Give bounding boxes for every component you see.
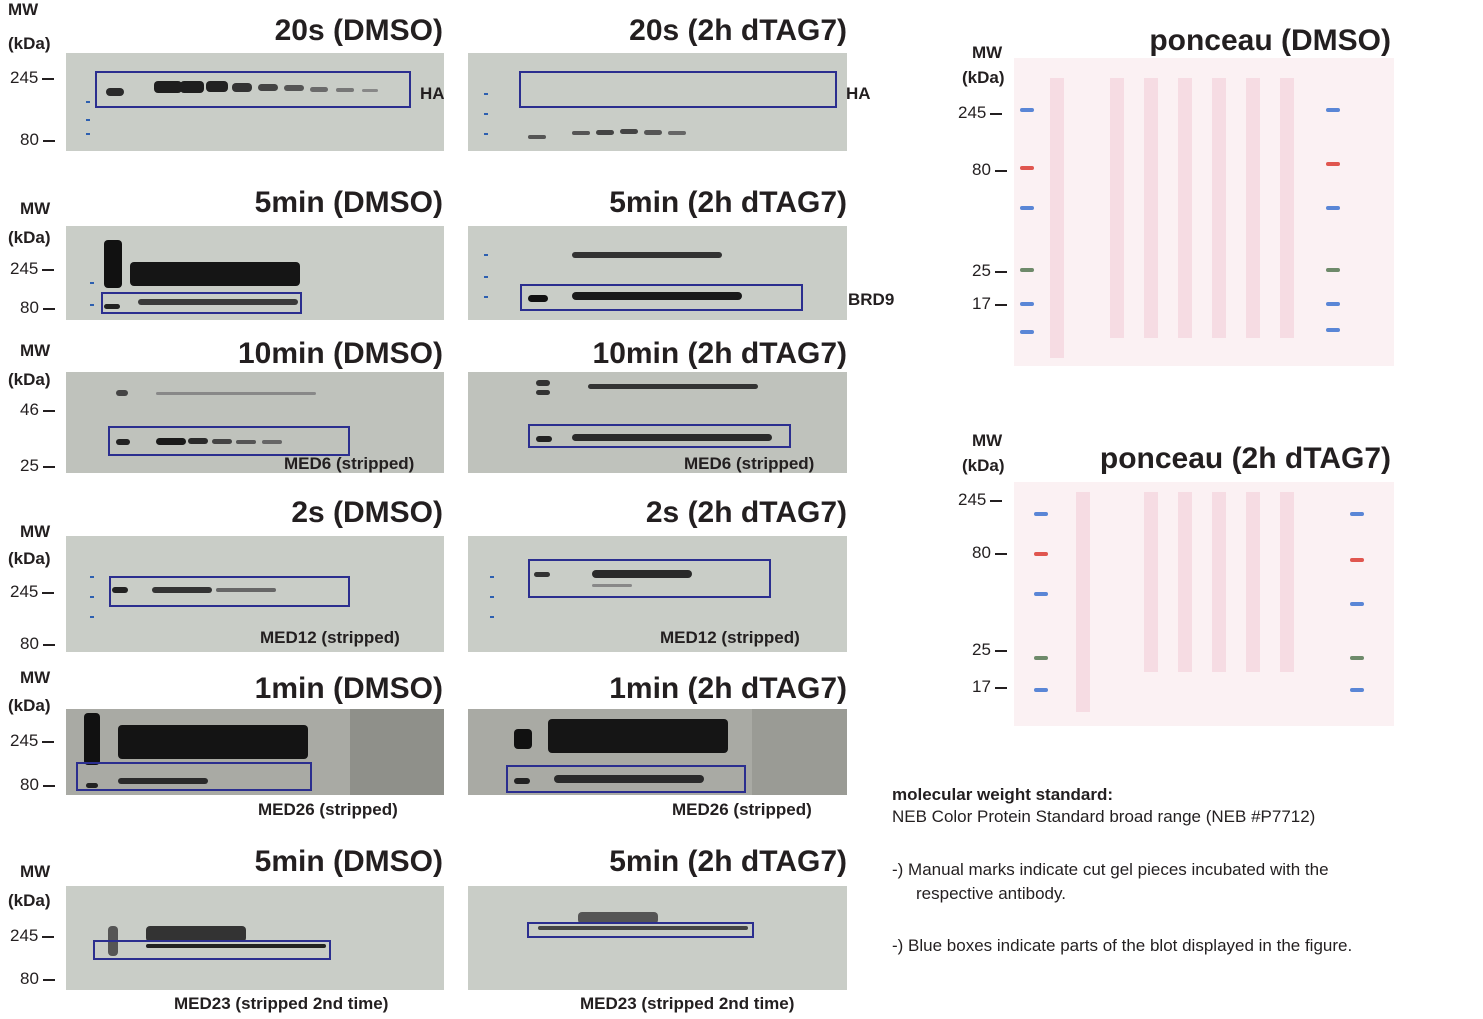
- mw-tick-25: 25: [972, 640, 1007, 660]
- mw-label: MW: [20, 862, 51, 881]
- mw-tick-25: 25: [972, 261, 1007, 281]
- mw-unit-label: (kDa): [8, 696, 51, 715]
- crop-box: [528, 559, 771, 598]
- western-blot-image: [468, 372, 847, 473]
- mw-tick-17: 17: [972, 294, 1007, 314]
- notes-standard: NEB Color Protein Standard broad range (…: [892, 807, 1316, 826]
- antibody-label-left: MED23 (stripped 2nd time): [174, 994, 389, 1013]
- mw-tick-245: 245: [10, 731, 54, 751]
- mw-unit-label: (kDa): [8, 34, 51, 53]
- western-blot-image: [468, 53, 847, 151]
- mw-tick-245: 245: [10, 259, 54, 279]
- mw-tick-245: 245: [10, 582, 54, 602]
- crop-box: [101, 292, 302, 314]
- mw-label: MW: [20, 668, 51, 687]
- mw-tick-25: 25: [20, 456, 55, 476]
- western-blot-image: [66, 536, 444, 652]
- mw-tick-80: 80: [20, 775, 55, 795]
- blot-title-left: 20s (DMSO): [274, 14, 443, 47]
- notes-manual-marks: -) Manual marks indicate cut gel pieces …: [892, 860, 1329, 879]
- mw-tick-80: 80: [972, 160, 1007, 180]
- blot-title-left: 2s (DMSO): [291, 496, 443, 529]
- mw-tick-80: 80: [20, 634, 55, 654]
- blot-title-right: 5min (2h dTAG7): [609, 186, 847, 219]
- ponceau-stain-image: [1014, 482, 1394, 726]
- notes-manual-marks-cont: respective antibody.: [916, 884, 1066, 903]
- blot-title-left: 5min (DMSO): [254, 186, 443, 219]
- mw-unit-label: (kDa): [962, 456, 1005, 475]
- blot-title-right: 20s (2h dTAG7): [629, 14, 847, 47]
- antibody-label-right: MED12 (stripped): [660, 628, 800, 647]
- blot-title-left: 5min (DMSO): [254, 845, 443, 878]
- antibody-label-left: HA: [420, 84, 445, 103]
- crop-box: [109, 576, 350, 607]
- antibody-label-left: MED26 (stripped): [258, 800, 398, 819]
- crop-box: [520, 284, 803, 311]
- mw-unit-label: (kDa): [8, 228, 51, 247]
- western-blot-image: [66, 226, 444, 320]
- ponceau-stain-image: [1014, 58, 1394, 366]
- antibody-label-right: MED6 (stripped): [684, 454, 815, 473]
- western-blot-image: [66, 372, 444, 473]
- mw-tick-245: 245: [958, 490, 1002, 510]
- mw-label: MW: [972, 431, 1003, 450]
- antibody-label-right: MED26 (stripped): [672, 800, 812, 819]
- ponceau-title: ponceau (2h dTAG7): [1099, 442, 1391, 475]
- western-blot-image: [66, 709, 444, 795]
- mw-tick-245: 245: [10, 68, 54, 88]
- mw-tick-80: 80: [972, 543, 1007, 563]
- mw-unit-label: (kDa): [8, 549, 51, 568]
- crop-box: [76, 762, 312, 791]
- mw-tick-80: 80: [20, 969, 55, 989]
- antibody-label-left: MED12 (stripped): [260, 628, 400, 647]
- crop-box: [528, 424, 791, 448]
- ponceau-title: ponceau (DMSO): [1149, 24, 1391, 57]
- mw-tick-245: 245: [10, 926, 54, 946]
- antibody-label-right: BRD9: [848, 290, 895, 309]
- blot-title-right: 2s (2h dTAG7): [645, 496, 847, 529]
- mw-tick-46: 46: [20, 400, 55, 420]
- blot-title-right: 10min (2h dTAG7): [592, 337, 847, 370]
- western-blot-image: [66, 886, 444, 990]
- mw-label: MW: [20, 522, 51, 541]
- antibody-label-right: MED23 (stripped 2nd time): [580, 994, 795, 1013]
- mw-unit-label: (kDa): [8, 891, 51, 910]
- crop-box: [93, 940, 331, 960]
- crop-box: [95, 71, 411, 108]
- western-blot-image: [66, 53, 444, 151]
- blot-title-right: 1min (2h dTAG7): [609, 672, 847, 705]
- mw-unit-label: (kDa): [8, 370, 51, 389]
- notes-heading: molecular weight standard:: [892, 785, 1114, 804]
- western-blot-image: [468, 226, 847, 320]
- crop-box: [108, 426, 350, 456]
- mw-label: MW: [8, 0, 39, 19]
- notes-blue-boxes: -) Blue boxes indicate parts of the blot…: [892, 936, 1353, 955]
- antibody-label-right: HA: [846, 84, 871, 103]
- blot-title-left: 1min (DMSO): [254, 672, 443, 705]
- crop-box: [506, 765, 746, 793]
- mw-label: MW: [972, 43, 1003, 62]
- blot-title-right: 5min (2h dTAG7): [609, 845, 847, 878]
- mw-tick-80: 80: [20, 298, 55, 318]
- crop-box: [519, 71, 837, 108]
- mw-label: MW: [20, 341, 51, 360]
- western-blot-image: [468, 536, 847, 652]
- mw-tick-80: 80: [20, 130, 55, 150]
- mw-tick-245: 245: [958, 103, 1002, 123]
- mw-tick-17: 17: [972, 677, 1007, 697]
- crop-box: [527, 922, 754, 938]
- mw-label: MW: [20, 199, 51, 218]
- blot-title-left: 10min (DMSO): [237, 337, 443, 370]
- antibody-label-left: MED6 (stripped): [284, 454, 415, 473]
- western-blot-image: [468, 886, 847, 990]
- mw-unit-label: (kDa): [962, 68, 1005, 87]
- western-blot-image: [468, 709, 847, 795]
